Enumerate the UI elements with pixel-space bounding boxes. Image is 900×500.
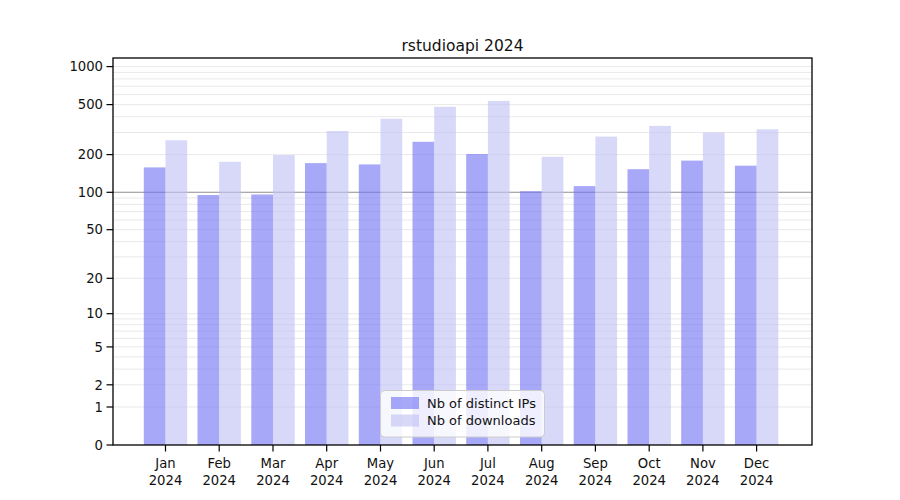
bar-chart: 0 1 2 5 10 20 50 100 200 500 1000 Jan 2024 Feb 2024 Mar… [0,0,900,500]
x-axis-month-label: Apr [315,456,338,471]
x-axis-year-label: 2024 [579,473,613,488]
bar-nb-of-distinct-ips-dec-2024 [735,166,757,445]
y-axis-tick-label-50: 50 [86,222,103,237]
x-axis-month-label: Oct [638,456,661,471]
x-axis-month-label: Jan [154,456,175,471]
legend-swatch-nb-of-downloads [391,415,419,427]
bar-nb-of-downloads-nov-2024 [703,133,725,445]
x-axis-month-label: Feb [208,456,231,471]
bar-nb-of-distinct-ips-mar-2024 [251,195,273,446]
x-axis-month-label: Jul [479,456,496,471]
x-axis-month-label: Sep [583,456,608,471]
y-axis-tick-label-5: 5 [95,340,103,355]
x-axis-year-label: 2024 [525,473,559,488]
x-axis-year-label: 2024 [202,473,236,488]
legend-label-nb-of-distinct-ips: Nb of distinct IPs [427,396,536,411]
x-axis-year-label: 2024 [149,473,183,488]
y-axis-tick-label-200: 200 [78,147,103,162]
bar-nb-of-distinct-ips-nov-2024 [681,161,703,445]
y-axis-tick-label-0: 0 [95,438,103,453]
x-axis-month-label: Mar [261,456,286,471]
bar-nb-of-downloads-dec-2024 [757,129,779,445]
chart-title: rstudioapi 2024 [402,37,524,55]
x-axis-month-label: Jun [423,456,445,471]
x-axis-month-label: Aug [529,456,555,471]
x-axis-month-label: May [367,456,394,471]
y-axis-tick-label-2: 2 [95,378,103,393]
y-axis-tick-label-100: 100 [78,185,103,200]
y-axis-tick-label-20: 20 [86,271,103,286]
x-axis-year-label: 2024 [471,473,505,488]
legend-label-nb-of-downloads: Nb of downloads [427,413,536,428]
x-axis-year-label: 2024 [686,473,720,488]
bar-nb-of-distinct-ips-sep-2024 [574,186,596,445]
y-axis-tick-label-500: 500 [78,97,103,112]
x-axis-month-label: Nov [690,456,716,471]
bar-nb-of-downloads-feb-2024 [219,162,241,445]
x-axis-year-label: 2024 [364,473,398,488]
bar-nb-of-distinct-ips-may-2024 [359,164,381,445]
x-axis-month-label: Dec [744,456,770,471]
x-axis-year-label: 2024 [417,473,451,488]
x-axis-year-label: 2024 [310,473,344,488]
y-axis-tick-label-1000: 1000 [69,59,103,74]
bar-nb-of-distinct-ips-jan-2024 [144,167,166,445]
y-axis-tick-label-10: 10 [86,306,103,321]
bar-nb-of-distinct-ips-oct-2024 [628,169,650,445]
bar-nb-of-downloads-mar-2024 [273,155,295,445]
bar-nb-of-downloads-oct-2024 [649,126,671,445]
x-axis-year-label: 2024 [632,473,666,488]
bar-nb-of-downloads-jan-2024 [166,140,188,445]
bar-nb-of-distinct-ips-apr-2024 [305,163,327,445]
bar-nb-of-downloads-apr-2024 [327,131,349,445]
chart-figure: 0 1 2 5 10 20 50 100 200 500 1000 Jan 2024 Feb 2024 Mar… [0,0,900,500]
x-axis-year-label: 2024 [256,473,290,488]
x-axis-year-label: 2024 [740,473,774,488]
bar-nb-of-distinct-ips-feb-2024 [198,195,220,445]
legend-swatch-nb-of-distinct-ips [391,397,419,409]
y-axis-tick-label-1: 1 [95,400,103,415]
bar-nb-of-downloads-sep-2024 [595,137,617,445]
